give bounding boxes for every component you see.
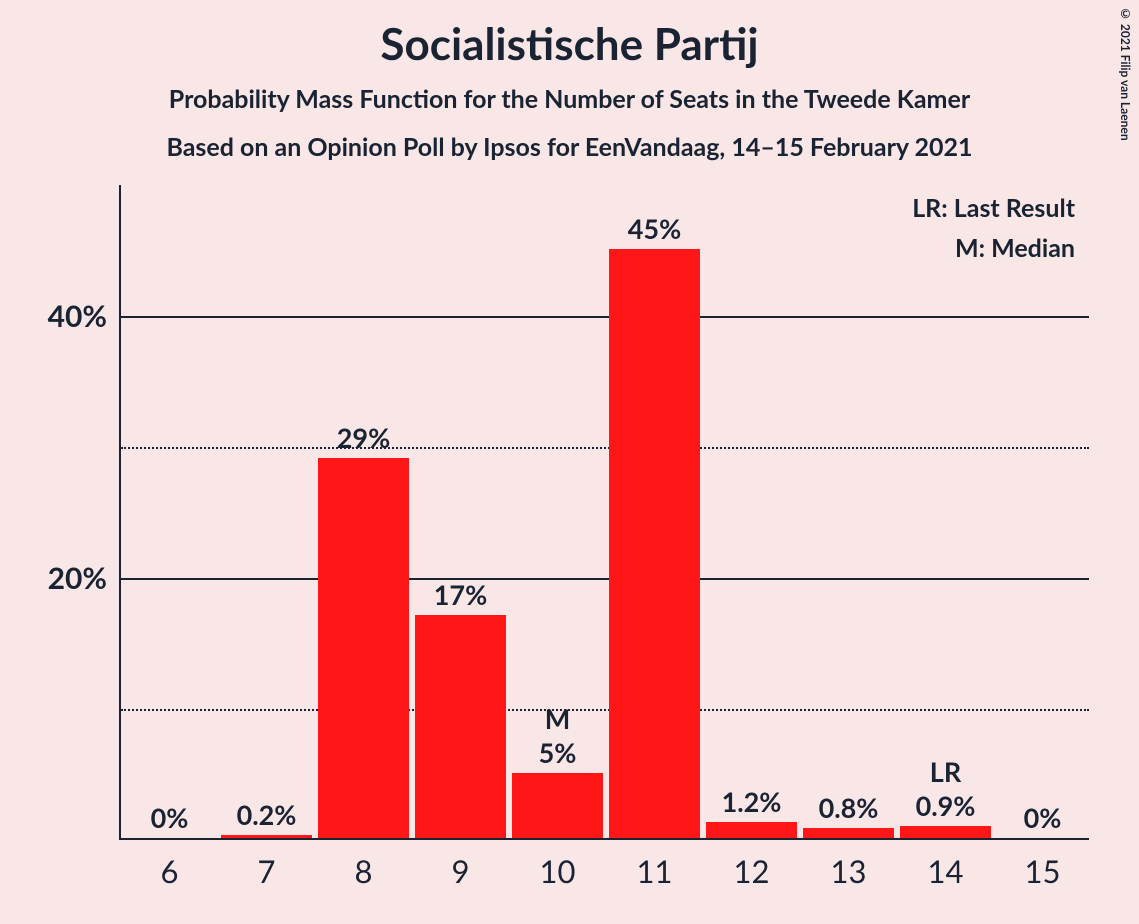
bar	[609, 249, 700, 839]
x-tick-label: 13	[831, 852, 867, 890]
x-tick-label: 7	[258, 852, 276, 890]
legend: LR: Last Result M: Median	[912, 193, 1075, 273]
x-tick-label: 12	[734, 852, 770, 890]
bar	[706, 822, 797, 838]
x-tick-label: 9	[452, 852, 470, 890]
gridline	[121, 709, 1089, 711]
chart-subtitle-1: Probability Mass Function for the Number…	[0, 84, 1139, 114]
y-tick-label: 20%	[48, 560, 107, 596]
bar	[415, 615, 506, 838]
bar-value-label: 0.9%	[916, 789, 976, 828]
gridline	[121, 447, 1089, 449]
copyright-text: © 2021 Filip van Laenen	[1118, 6, 1133, 141]
legend-line-lr: LR: Last Result	[912, 193, 1075, 223]
bar-value-label: 5%	[539, 736, 577, 775]
legend-line-m: M: Median	[912, 233, 1075, 263]
bar-value-label: 0%	[1024, 801, 1062, 840]
bar-annotation: LR	[930, 755, 961, 788]
chart-subtitle-2: Based on an Opinion Poll by Ipsos for Ee…	[0, 132, 1139, 162]
bar	[512, 773, 603, 839]
plot-area: LR: Last Result M: Median 20%40%0%60.2%7…	[119, 185, 1089, 840]
y-tick-label: 40%	[48, 298, 107, 334]
x-tick-label: 10	[540, 852, 576, 890]
bar-annotation: M	[545, 702, 571, 735]
bar-value-label: 29%	[337, 421, 390, 460]
x-tick-label: 8	[355, 852, 373, 890]
bar-value-label: 17%	[434, 578, 487, 617]
chart-title: Socialistische Partij	[0, 0, 1139, 70]
x-tick-label: 15	[1025, 852, 1061, 890]
gridline	[121, 316, 1089, 318]
x-tick-label: 11	[637, 852, 673, 890]
chart-area: LR: Last Result M: Median 20% 40% 0% 6 0.2% 7…	[0, 185, 1139, 924]
bar-value-label: 45%	[628, 212, 681, 251]
bar-value-label: 0.8%	[819, 791, 879, 830]
gridline	[121, 578, 1089, 580]
bar-value-label: 0%	[151, 801, 189, 840]
x-tick-label: 6	[161, 852, 179, 890]
bar	[318, 458, 409, 838]
bar-value-label: 0.2%	[237, 798, 297, 837]
bar-value-label: 1.2%	[722, 785, 782, 824]
x-tick-label: 14	[928, 852, 964, 890]
